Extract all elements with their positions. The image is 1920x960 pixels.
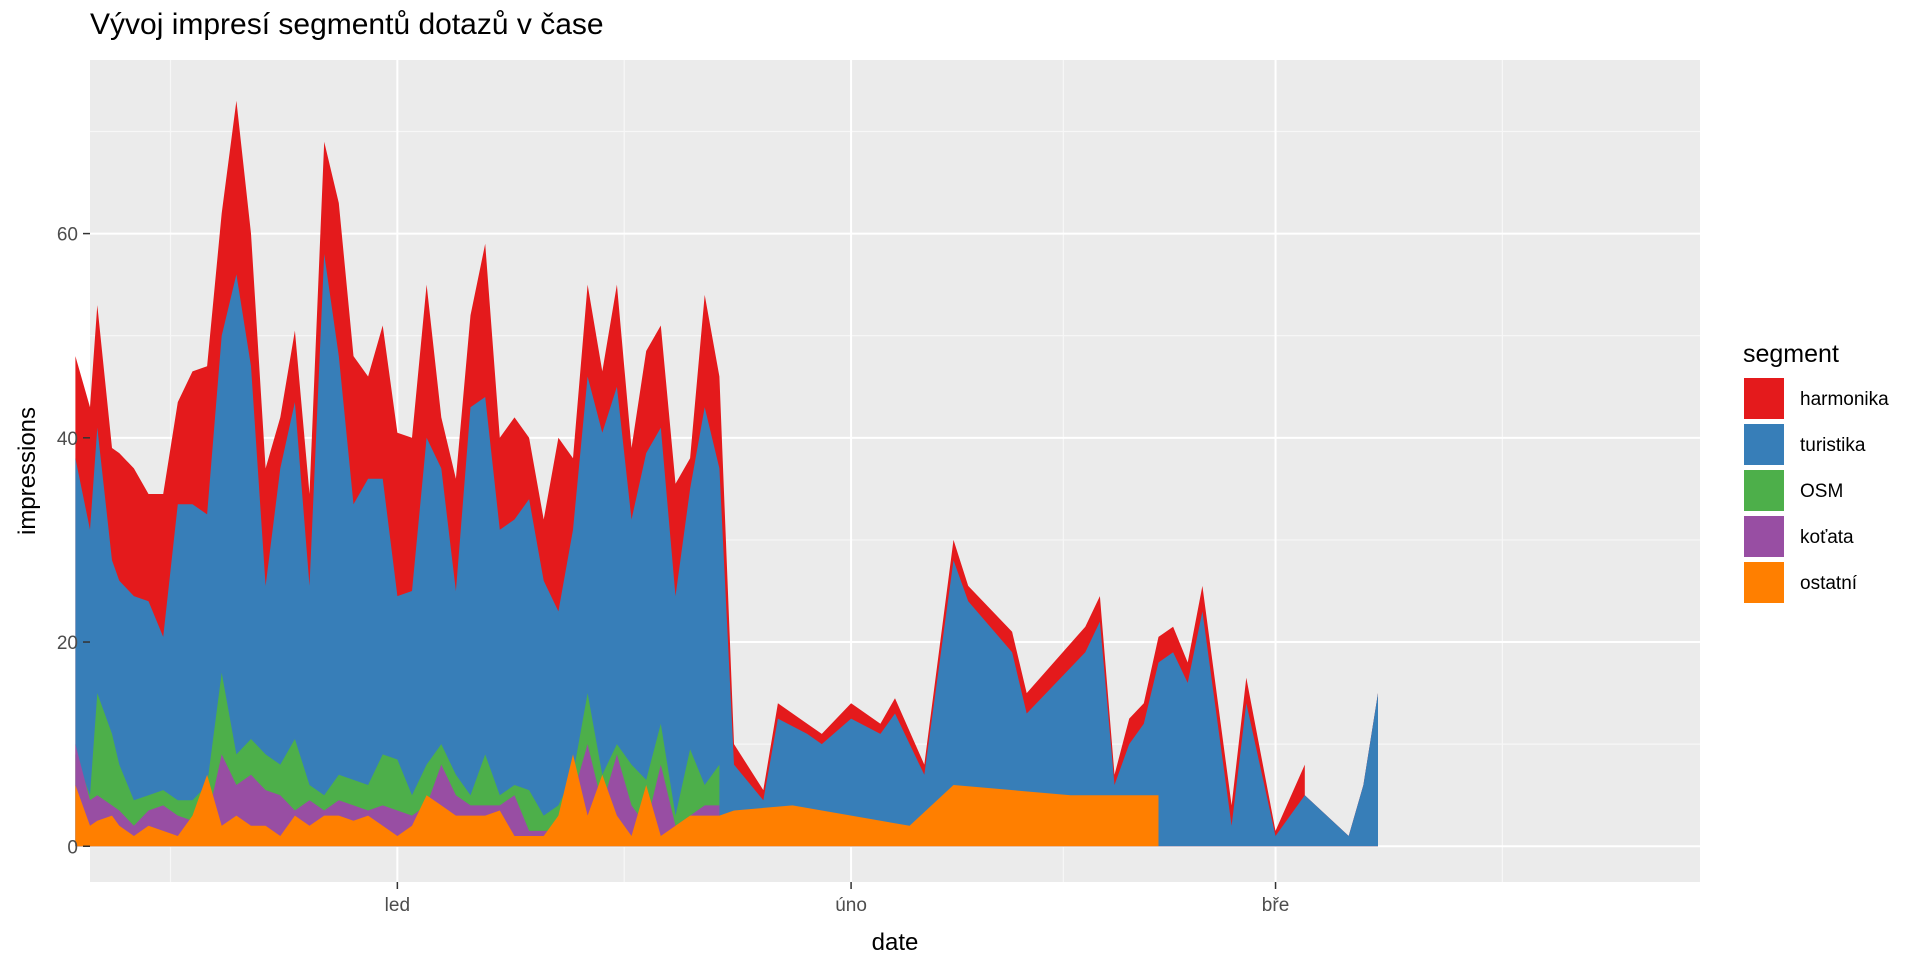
x-tick-label: bře [1262,895,1289,916]
x-tick-label: led [385,895,410,916]
y-axis: 0 20 40 60 [57,225,90,858]
legend: segment harmonika turistika OSM koťata ostat… [1742,340,1889,605]
legend-key-label: turistika [1800,435,1866,456]
legend-key-label: OSM [1800,481,1843,502]
x-axis-title: date [872,929,919,956]
x-tick-label: úno [835,895,867,916]
legend-key-swatch [1742,376,1786,421]
legend-key-swatch [1742,468,1786,513]
legend-title: segment [1743,340,1839,368]
area-layers [75,100,1378,847]
y-tick-label: 60 [57,225,78,246]
y-tick-label: 40 [57,429,78,450]
legend-key-swatch [1742,422,1786,467]
x-axis: led úno bře [385,882,1289,916]
y-tick-label: 20 [57,633,78,654]
area-series-turistika [75,254,1378,847]
y-axis-title: impressions [14,407,41,535]
legend-key-label: koťata [1800,527,1854,548]
legend-key-label: harmonika [1800,389,1889,410]
y-tick-label: 0 [67,837,78,858]
legend-key-swatch [1742,514,1786,559]
legend-key-swatch [1742,560,1786,605]
area-series-ostatn- [75,754,1159,847]
legend-key-label: ostatní [1800,573,1858,594]
chart-title: Vývoj impresí segmentů dotazů v čase [90,8,604,41]
